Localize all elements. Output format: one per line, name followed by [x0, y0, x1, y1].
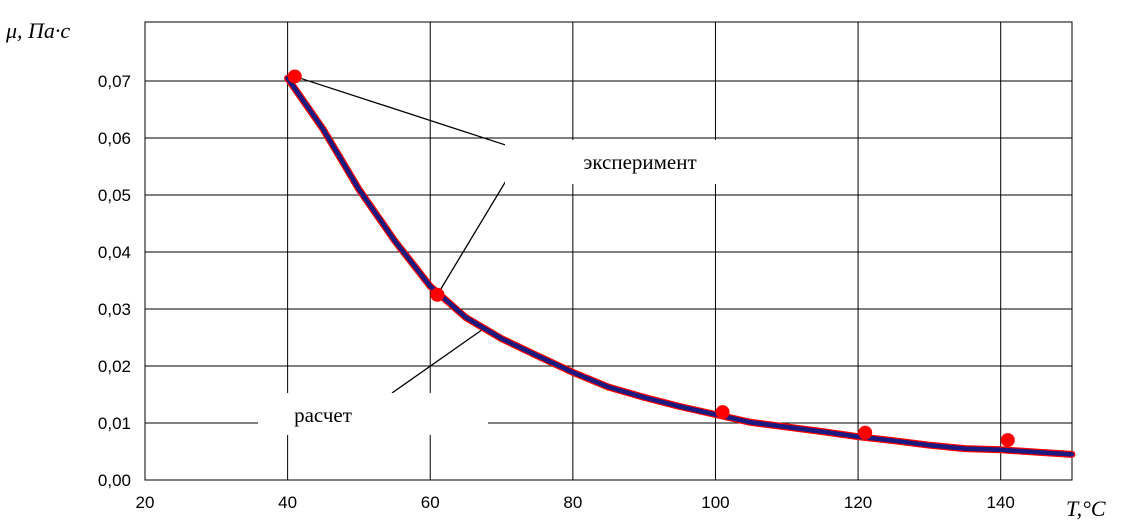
y-axis-title: μ, Па·с: [5, 18, 70, 43]
annotation-layer: эксперимент расчет: [258, 140, 775, 435]
x-tick-label: 120: [844, 493, 872, 512]
x-tick-label: 80: [563, 493, 582, 512]
leader-line: [294, 75, 525, 152]
grid: [144, 21, 1073, 481]
annotation-label: эксперимент: [583, 150, 696, 174]
annotation-box: [258, 393, 488, 435]
y-tick-labels: 0,00 0,01 0,02 0,03 0,04 0,05 0,06 0,07: [98, 72, 131, 490]
y-tick-label: 0,02: [98, 357, 131, 376]
series-layer: [284, 69, 1076, 458]
x-tick-label: 60: [421, 493, 440, 512]
y-tick-label: 0,00: [98, 471, 131, 490]
data-point: [1000, 433, 1015, 448]
data-point: [430, 287, 445, 302]
y-tick-label: 0,07: [98, 72, 131, 91]
x-tick-labels: 20 40 60 80 100 120 140: [136, 493, 1015, 512]
x-tick-label: 40: [278, 493, 297, 512]
x-axis-title: T,°C: [1066, 496, 1106, 521]
annotation-box: [505, 140, 775, 184]
annotation-label: расчет: [294, 403, 352, 427]
x-tick-label: 20: [136, 493, 155, 512]
y-tick-label: 0,01: [98, 414, 131, 433]
data-point: [858, 425, 873, 440]
y-tick-label: 0,04: [98, 243, 131, 262]
series-line-расчет: [285, 75, 1075, 457]
leader-line: [391, 325, 488, 394]
annotation-leader-lines: [294, 75, 525, 394]
data-point: [715, 405, 730, 420]
y-tick-label: 0,05: [98, 186, 131, 205]
y-tick-label: 0,03: [98, 300, 131, 319]
x-tick-label: 140: [987, 493, 1015, 512]
x-tick-label: 100: [701, 493, 729, 512]
data-point: [287, 69, 302, 84]
y-tick-label: 0,06: [98, 129, 131, 148]
